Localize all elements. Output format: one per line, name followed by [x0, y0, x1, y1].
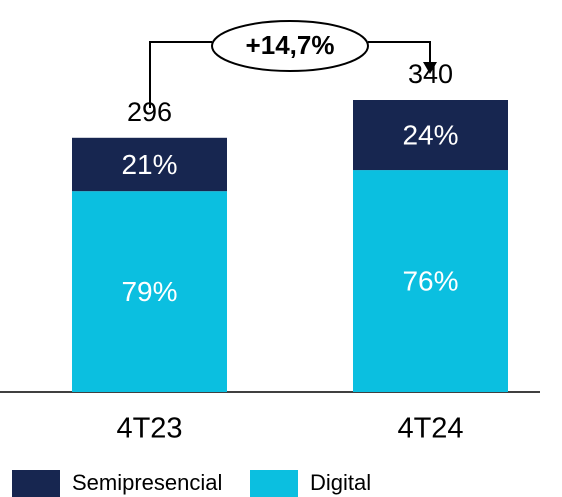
growth-line [149, 41, 212, 108]
annotation: +14,7% [246, 30, 335, 60]
annotation-ellipse [211, 20, 369, 72]
value-label: 21% [121, 149, 177, 180]
bar-segment [72, 191, 227, 392]
legend-label: Digital [310, 470, 371, 495]
bar-segment [353, 170, 508, 392]
legend-swatch [250, 470, 298, 497]
bar-segment [72, 137, 227, 192]
legend-label: Semipresencial [72, 470, 222, 495]
value-label: 76% [402, 265, 458, 296]
growth-line [368, 41, 431, 64]
total-label: 340 [408, 59, 453, 89]
bar-segment [353, 100, 508, 171]
arrow-head [423, 62, 437, 74]
value-label: 79% [121, 276, 177, 307]
legend-swatch [12, 470, 60, 497]
x-tick-label: 4T24 [397, 413, 463, 445]
x-tick-label: 4T23 [116, 413, 182, 445]
value-label: 24% [402, 119, 458, 150]
total-label: 296 [127, 97, 172, 127]
